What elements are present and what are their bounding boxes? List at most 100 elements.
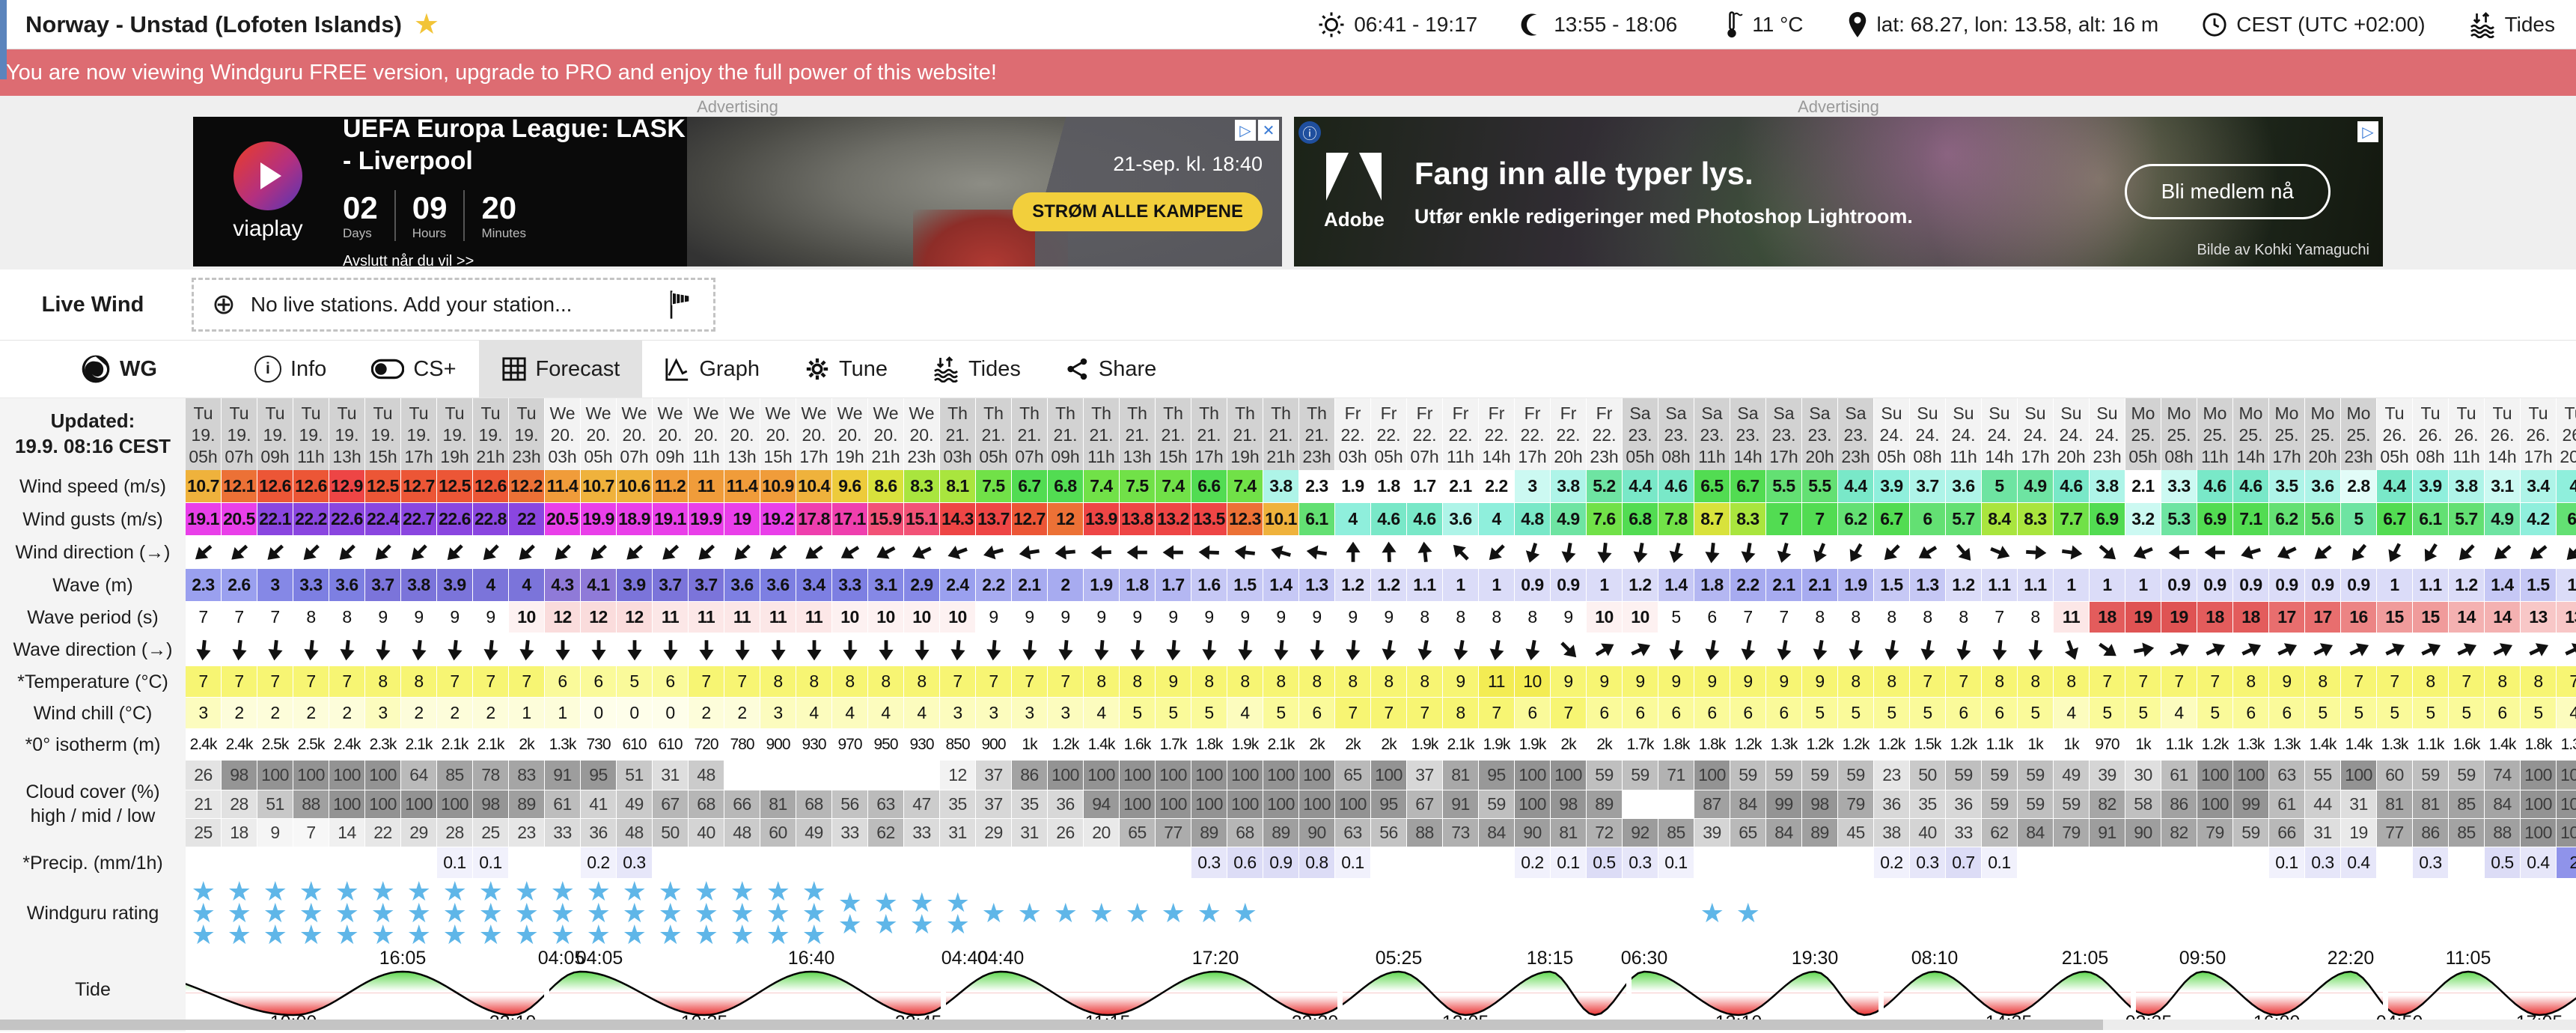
wind-direction-cell xyxy=(1156,536,1191,569)
wind-chill-cell: 2 xyxy=(293,698,329,729)
wave-period-cell: 6 xyxy=(1694,602,1730,633)
cloud-high-cell xyxy=(904,761,940,790)
wave-period-cell: 9 xyxy=(1299,602,1335,633)
wind-gusts-cell: 19 xyxy=(724,503,760,536)
column-header: We 20. 19h xyxy=(832,398,868,470)
wave-height-cell: 3.8 xyxy=(401,569,437,602)
rating-cell xyxy=(2233,879,2269,948)
svg-text:19:30: 19:30 xyxy=(1792,948,1839,969)
svg-text:04:05: 04:05 xyxy=(538,948,585,969)
tab-cs-plus[interactable]: CS+ xyxy=(349,341,478,397)
rating-cell: ★ ★ ★ xyxy=(724,878,760,948)
row-label: Wave period (s) xyxy=(27,606,159,628)
top-bar: Norway - Unstad (Lofoten Islands) ★ 06:4… xyxy=(0,0,2576,49)
cloud-high-cell: 81 xyxy=(1443,761,1479,790)
cloud-low-cell: 79 xyxy=(2054,819,2090,847)
wave-period-cell: 12 xyxy=(617,602,653,633)
tab-info[interactable]: i Info xyxy=(232,341,349,397)
temperature-cell: 7 xyxy=(2090,666,2125,698)
tab-tune[interactable]: Tune xyxy=(782,341,910,397)
wind-gusts-cell: 5.6 xyxy=(2305,503,2341,536)
tab-graph[interactable]: Graph xyxy=(642,341,782,397)
wave-height-cell: 1.2 xyxy=(1623,569,1658,602)
ad-cta-button[interactable]: STRØM ALLE KAMPENE xyxy=(1013,192,1263,231)
rating-cell: ★ ★ ★ xyxy=(365,878,401,948)
column-header: Sa 23. 08h xyxy=(1658,398,1694,470)
temperature-cell: 10 xyxy=(1515,666,1551,698)
isotherm-cell: 1.9k xyxy=(1515,729,1551,761)
wave-direction-cell xyxy=(1874,633,1910,666)
horizontal-scrollbar[interactable] xyxy=(0,1020,2576,1030)
wave-direction-cell xyxy=(1299,633,1335,666)
wave-direction-cell xyxy=(1191,633,1227,666)
isotherm-cell: 1.8k xyxy=(1191,729,1227,761)
cloud-low-cell: 86 xyxy=(2413,819,2449,847)
wave-height-cell: 2.2 xyxy=(976,569,1012,602)
wave-height-cell: 1 xyxy=(1443,569,1479,602)
wind-chill-cell: 3 xyxy=(940,698,976,729)
cloud-low-cell: 89 xyxy=(1263,819,1299,847)
isotherm-cell: 610 xyxy=(617,729,653,761)
ad-info-icon[interactable]: ⓘ xyxy=(1298,121,1321,144)
free-version-banner[interactable]: You are now viewing Windguru FREE versio… xyxy=(0,49,2576,96)
wind-gusts-cell: 4 xyxy=(1479,503,1515,536)
rating-cell xyxy=(2161,879,2197,948)
temperature-cell: 8 xyxy=(1982,666,2018,698)
wind-speed-cell: 6.5 xyxy=(1694,470,1730,503)
tab-tides[interactable]: Tides xyxy=(910,341,1043,397)
add-station-box[interactable]: ⊕ No live stations. Add your station... xyxy=(192,278,715,332)
cloud-high-cell: 59 xyxy=(1838,761,1874,790)
wind-speed-cell: 3.9 xyxy=(1874,470,1910,503)
wind-direction-cell xyxy=(1048,536,1084,569)
adchoices-icon[interactable]: ▷ xyxy=(1235,120,1256,141)
rating-cell: ★ ★ ★ xyxy=(545,878,581,948)
wind-gusts-cell: 22 xyxy=(509,503,545,536)
menu-wg[interactable]: WG xyxy=(58,341,180,397)
wind-direction-cell xyxy=(473,536,509,569)
wind-chill-cell: 1 xyxy=(545,698,581,729)
viaplay-ad-banner[interactable]: viaplay UEFA Europa League: LASK - Liver… xyxy=(193,117,1282,266)
wave-period-cell: 7 xyxy=(1766,602,1802,633)
favorite-star-icon[interactable]: ★ xyxy=(413,8,439,40)
wave-height-cell: 4 xyxy=(473,569,509,602)
wave-period-cell: 19 xyxy=(2125,602,2161,633)
column-header: Su 24. 20h xyxy=(2054,398,2090,470)
wave-period-cell: 18 xyxy=(2197,602,2233,633)
iso-row: 2.4k 2.4k 2.5k 2.5k 2.4k 2.3k 2.1k 2.1k 2.1k 2k 1.… xyxy=(186,729,2576,761)
cloud-mid-cell: 98 xyxy=(1802,790,1838,819)
precip-cell xyxy=(1084,847,1120,879)
cloud-high-cell: 63 xyxy=(2269,761,2305,790)
cloud-high-cell: 100 xyxy=(2557,761,2576,790)
wind-gusts-cell: 6.9 xyxy=(2090,503,2125,536)
waveRot-row xyxy=(186,633,2576,666)
tides-link[interactable]: Tides xyxy=(2469,11,2555,38)
wind-chill-cell: 6 xyxy=(1694,698,1730,729)
wave-height-cell: 0.9 xyxy=(2305,569,2341,602)
tab-forecast[interactable]: Forecast xyxy=(478,341,643,397)
cloud-low-cell: 14 xyxy=(329,819,365,847)
countdown-minutes: 20 xyxy=(481,190,517,225)
adobe-cta-button[interactable]: Bli medlem nå xyxy=(2124,164,2331,219)
isotherm-cell: 2.1k xyxy=(1263,729,1299,761)
precip-cell xyxy=(1156,847,1191,879)
adobe-ad-banner[interactable]: Adobe Fang inn alle typer lys. Utfør enk… xyxy=(1294,117,2383,266)
wind-direction-cell xyxy=(1479,536,1515,569)
precip-cell: 0.3 xyxy=(1191,847,1227,879)
cloud-mid-cell xyxy=(1623,790,1658,819)
wave-direction-cell xyxy=(1623,633,1658,666)
svg-text:11:05: 11:05 xyxy=(2446,948,2491,969)
wave-height-cell: 1.1 xyxy=(1982,569,2018,602)
wind-direction-cell xyxy=(1263,536,1299,569)
rating-cell: ★ ★ ★ xyxy=(222,878,257,948)
wind-direction-cell xyxy=(796,536,832,569)
wind-direction-cell xyxy=(1084,536,1120,569)
adchoices-icon[interactable]: ▷ xyxy=(2357,121,2378,142)
wave-height-cell: 3.9 xyxy=(437,569,473,602)
tab-share[interactable]: Share xyxy=(1043,341,1179,397)
wave-direction-cell xyxy=(1371,633,1407,666)
scrollbar-thumb[interactable] xyxy=(0,1020,2103,1030)
windsock-icon xyxy=(670,290,690,319)
ad-close-icon[interactable]: ✕ xyxy=(1258,120,1279,141)
cloud-high-cell xyxy=(760,761,796,790)
temperature-cell: 8 xyxy=(1263,666,1299,698)
